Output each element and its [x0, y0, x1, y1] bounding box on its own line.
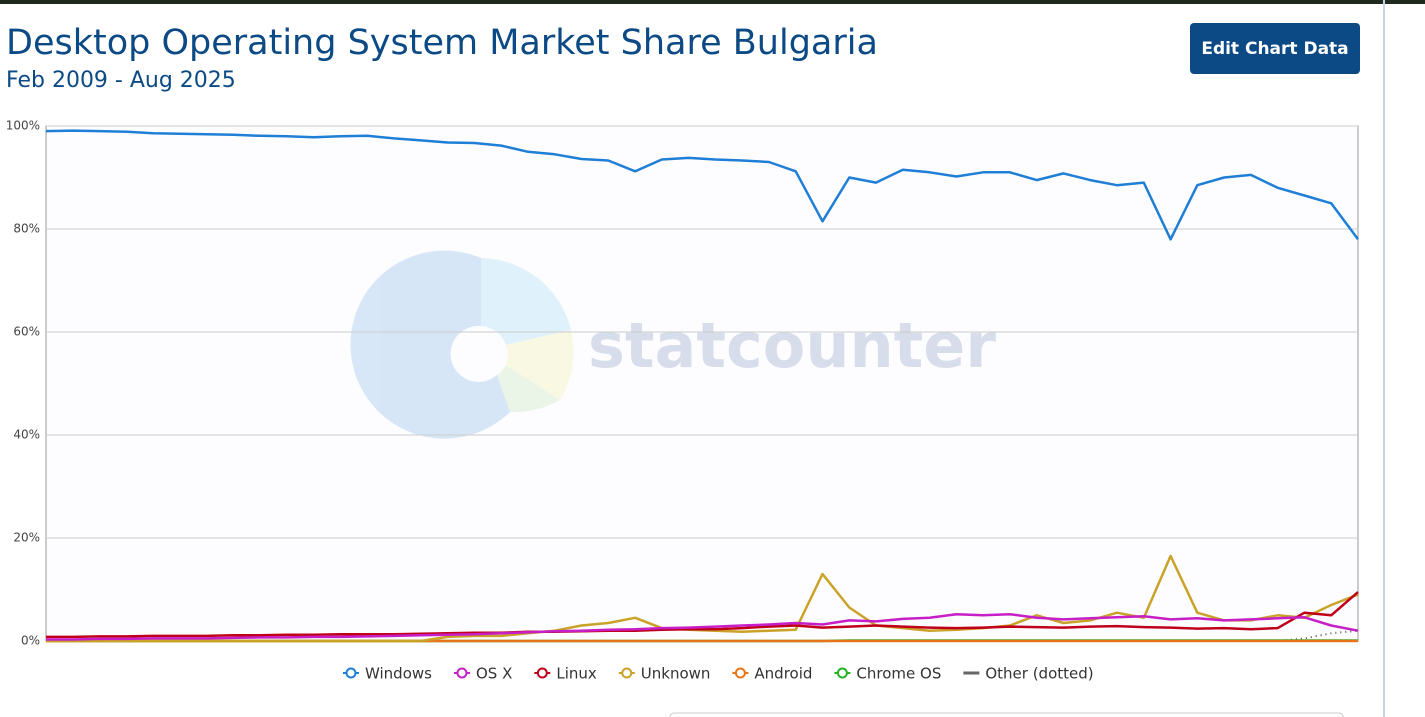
y-tick-label: 0%	[21, 634, 40, 648]
edit-chart-data-button[interactable]: Edit Chart Data	[1190, 23, 1360, 74]
divider	[1383, 0, 1385, 717]
series-line	[46, 591, 1359, 639]
chart-title: Desktop Operating System Market Share Bu…	[6, 23, 878, 63]
chart: Desktop Operating System Market Share Bu…	[6, 23, 1360, 717]
legend-label: Windows	[365, 665, 432, 683]
watermark-logo	[350, 250, 574, 439]
legend-symbol	[536, 667, 548, 679]
top-bar	[0, 0, 1425, 4]
y-tick-label: 40%	[13, 428, 40, 442]
y-tick-label: 80%	[13, 222, 40, 236]
y-tick-label: 60%	[13, 325, 40, 339]
chart-subtitle: Feb 2009 - Aug 2025	[6, 68, 236, 93]
legend-symbol	[734, 667, 746, 679]
legend-symbol	[345, 667, 357, 679]
legend-label: Unknown	[641, 665, 711, 683]
legend-symbol	[621, 667, 633, 679]
y-tick-label: 100%	[6, 119, 40, 133]
legend-label: Android	[754, 665, 812, 683]
legend-label: Other (dotted)	[985, 665, 1093, 683]
panel-edge	[669, 712, 1344, 717]
legend-label: Chrome OS	[856, 665, 941, 683]
y-tick-label: 20%	[13, 531, 40, 545]
legend-symbol	[456, 667, 468, 679]
legend-label: OS X	[476, 665, 512, 683]
series-line	[45, 129, 1360, 241]
watermark-text: statcounter	[588, 309, 996, 382]
legend-symbol	[836, 667, 848, 679]
series-line	[46, 612, 1359, 641]
legend-label: Linux	[556, 665, 597, 683]
plot-area	[45, 125, 1359, 642]
